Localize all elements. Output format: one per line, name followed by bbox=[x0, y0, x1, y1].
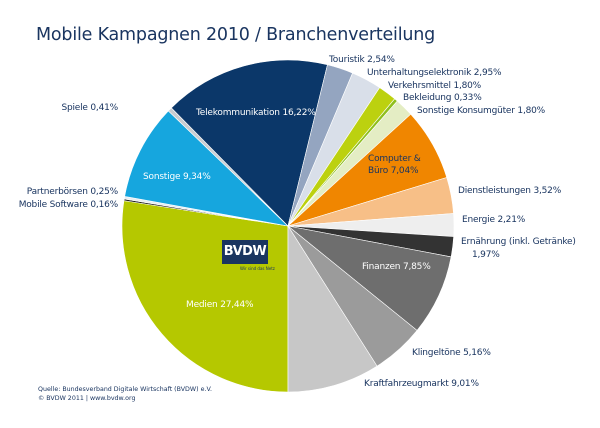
label-verkehrsmittel: Verkehrsmittel 1,80% bbox=[388, 81, 482, 91]
bvdw-logo-tagline: Wir sind das Netz bbox=[240, 266, 275, 271]
label-unterhaltungselektronik: Unterhaltungselektronik 2,95% bbox=[367, 68, 502, 78]
copyright-text: © BVDW 2011 | www.bvdw.org bbox=[38, 395, 136, 402]
source-note: Quelle: Bundesverband Digitale Wirtschaf… bbox=[38, 385, 212, 403]
label-dienstleistungen: Dienstleistungen 3,52% bbox=[458, 186, 562, 196]
label-sonstige-konsumgueter: Sonstige Konsumgüter 1,80% bbox=[417, 106, 546, 116]
pie-slice-telekommunikation bbox=[170, 59, 328, 227]
label-mobile-software: Mobile Software 0,16% bbox=[18, 200, 119, 210]
label-ernaehrung-line2: 1,97% bbox=[472, 250, 500, 260]
label-finanzen: Finanzen 7,85% bbox=[362, 262, 431, 272]
label-computer-line2: Büro 7,04% bbox=[368, 166, 419, 176]
label-sonstige: Sonstige 9,34% bbox=[143, 172, 211, 182]
label-telekommunikation: Telekommunikation 16,22% bbox=[196, 108, 316, 118]
label-klingeltoene: Klingeltöne 5,16% bbox=[412, 348, 491, 358]
label-medien: Medien 27,44% bbox=[186, 300, 254, 310]
label-bekleidung: Bekleidung 0,33% bbox=[403, 93, 482, 103]
label-partnerboersen: Partnerbörsen 0,25% bbox=[26, 187, 118, 197]
pie-slice-kraftfahrzeugmarkt bbox=[287, 224, 378, 393]
source-text: Quelle: Bundesverband Digitale Wirtschaf… bbox=[38, 386, 212, 393]
pie-slice-sonstige bbox=[124, 110, 289, 227]
bvdw-logo: BVDW bbox=[222, 240, 268, 264]
label-kraftfahrzeugmarkt: Kraftfahrzeugmarkt 9,01% bbox=[364, 379, 479, 389]
label-ernaehrung-line1: Ernährung (inkl. Getränke) bbox=[461, 237, 576, 247]
label-spiele: Spiele 0,41% bbox=[61, 103, 118, 113]
label-energie: Energie 2,21% bbox=[462, 215, 526, 225]
pie-slice-medien bbox=[121, 200, 289, 393]
chart-title: Mobile Kampagnen 2010 / Branchenverteilu… bbox=[36, 25, 436, 45]
label-touristik: Touristik 2,54% bbox=[329, 55, 395, 65]
label-computer-line1: Computer & bbox=[368, 154, 421, 164]
